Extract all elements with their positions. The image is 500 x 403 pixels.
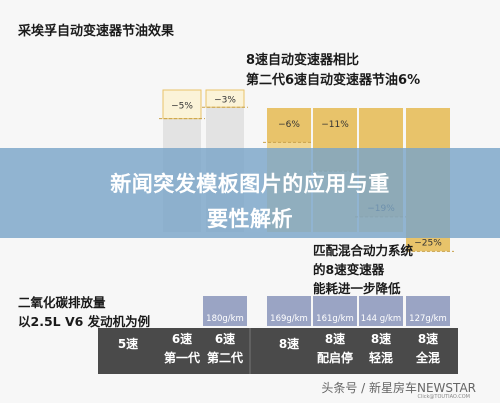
savings-label-1: −5% bbox=[171, 101, 193, 111]
savings-label-2: −3% bbox=[214, 96, 236, 106]
comparison-title-line2: 第二代6速自动变速器节油6% bbox=[246, 73, 421, 88]
watermark-text: 头条号 / 新星房车NEWSTAR bbox=[321, 381, 476, 395]
headline-overlay bbox=[0, 148, 500, 238]
co2-title-line2: 以2.5L V6 发动机为例 bbox=[18, 314, 151, 329]
co2-box-6 bbox=[406, 296, 450, 326]
savings-label-3: −6% bbox=[278, 120, 300, 130]
comparison-title-line1: 8速自动变速器相比 bbox=[246, 53, 360, 68]
category-label-2-0: 6速 bbox=[215, 331, 235, 346]
co2-value-3: 169g/km bbox=[270, 314, 308, 324]
chart-title: 采埃孚自动变速器节油效果 bbox=[18, 24, 175, 39]
category-label-6-1: 全混 bbox=[415, 350, 440, 365]
co2-value-5: 144 g/km bbox=[361, 314, 401, 324]
co2-value-2: 180g/km bbox=[206, 314, 244, 324]
hybrid-title-line1: 匹配混合动力系统 bbox=[313, 243, 414, 258]
savings-label-4: −11% bbox=[321, 120, 349, 130]
bar-savings-1 bbox=[162, 89, 202, 120]
category-label-1-0: 6速 bbox=[172, 331, 192, 346]
bar-savings-3 bbox=[267, 108, 311, 143]
co2-box-3 bbox=[267, 296, 311, 326]
co2-box-4 bbox=[313, 296, 357, 326]
co2-box-5 bbox=[359, 296, 403, 326]
co2-title-line1: 二氧化碳排放量 bbox=[18, 295, 106, 310]
category-label-4-0: 8速 bbox=[325, 331, 345, 346]
headline-line1: 新闻突发模板图片的应用与重 bbox=[110, 172, 390, 196]
headline-line2: 要性解析 bbox=[207, 207, 293, 231]
category-label-1-1: 第一代 bbox=[164, 350, 200, 365]
category-label-0-0: 5速 bbox=[118, 336, 138, 351]
hybrid-title-line2: 的8速变速器 bbox=[313, 262, 385, 277]
co2-value-6: 127g/km bbox=[409, 314, 447, 324]
category-label-5-0: 8速 bbox=[371, 331, 391, 346]
category-band bbox=[98, 328, 458, 374]
co2-box-2 bbox=[203, 296, 247, 326]
category-label-3-0: 8速 bbox=[279, 336, 299, 351]
watermark-small: Click@TOUTIAO.COM bbox=[417, 394, 471, 400]
co2-value-4: 161g/km bbox=[316, 314, 354, 324]
hybrid-title-line3: 能耗进一步降低 bbox=[313, 281, 401, 296]
savings-label-6: −25% bbox=[414, 238, 442, 248]
category-label-4-1: 配启停 bbox=[317, 350, 353, 365]
category-label-5-1: 轻混 bbox=[369, 350, 393, 365]
category-label-6-0: 8速 bbox=[418, 331, 438, 346]
category-label-2-1: 第二代 bbox=[207, 350, 243, 365]
